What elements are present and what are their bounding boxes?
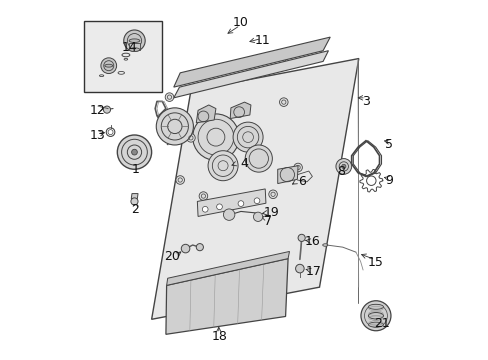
Circle shape	[123, 30, 145, 51]
Text: 3: 3	[361, 95, 369, 108]
Circle shape	[181, 244, 189, 253]
Text: 21: 21	[374, 317, 389, 330]
Polygon shape	[173, 37, 329, 87]
Circle shape	[131, 198, 138, 205]
Circle shape	[233, 122, 263, 152]
Circle shape	[233, 108, 241, 116]
Circle shape	[295, 264, 304, 273]
Circle shape	[101, 58, 116, 73]
Text: 1: 1	[131, 163, 139, 176]
Text: 6: 6	[297, 175, 305, 188]
Circle shape	[192, 114, 239, 160]
Text: 20: 20	[164, 250, 180, 263]
Circle shape	[268, 190, 277, 199]
Ellipse shape	[367, 304, 383, 309]
Text: 18: 18	[211, 330, 227, 343]
Circle shape	[254, 198, 259, 203]
Text: 15: 15	[367, 256, 383, 269]
Text: 16: 16	[304, 235, 320, 248]
Text: 17: 17	[305, 265, 321, 278]
Bar	[129, 43, 140, 50]
Circle shape	[238, 201, 244, 206]
Text: 10: 10	[232, 16, 248, 29]
Ellipse shape	[129, 48, 140, 51]
Circle shape	[279, 98, 287, 107]
Polygon shape	[131, 194, 138, 199]
Polygon shape	[277, 166, 298, 184]
Circle shape	[216, 204, 222, 210]
Ellipse shape	[367, 322, 383, 327]
Circle shape	[253, 212, 262, 221]
Circle shape	[176, 176, 184, 184]
Circle shape	[360, 301, 390, 331]
Text: 11: 11	[254, 34, 270, 47]
Circle shape	[131, 149, 137, 155]
Ellipse shape	[129, 39, 140, 42]
Text: 14: 14	[122, 41, 137, 54]
Text: 5: 5	[385, 138, 392, 151]
Circle shape	[199, 192, 207, 201]
Circle shape	[202, 206, 207, 212]
Text: 9: 9	[385, 174, 392, 187]
Text: 4: 4	[240, 157, 248, 170]
Polygon shape	[197, 189, 265, 216]
Ellipse shape	[104, 64, 112, 67]
Text: 2: 2	[131, 203, 139, 216]
Circle shape	[103, 106, 110, 113]
Polygon shape	[166, 251, 289, 285]
Circle shape	[244, 145, 272, 172]
Circle shape	[156, 108, 193, 145]
Circle shape	[293, 163, 302, 172]
Text: 12: 12	[89, 104, 105, 117]
Polygon shape	[196, 105, 216, 123]
Circle shape	[223, 209, 234, 220]
Text: 8: 8	[336, 165, 344, 177]
Circle shape	[165, 93, 173, 102]
Polygon shape	[173, 51, 328, 98]
Bar	[83, 21, 162, 93]
Circle shape	[335, 158, 351, 174]
Circle shape	[186, 134, 195, 142]
Polygon shape	[165, 258, 287, 334]
Ellipse shape	[322, 244, 327, 246]
Text: 13: 13	[89, 129, 105, 142]
Circle shape	[298, 234, 305, 242]
Text: 19: 19	[263, 206, 279, 219]
Polygon shape	[230, 102, 250, 118]
Circle shape	[117, 135, 151, 169]
Ellipse shape	[367, 312, 383, 319]
Polygon shape	[151, 59, 358, 319]
Text: 7: 7	[263, 215, 271, 228]
Circle shape	[196, 244, 203, 251]
Circle shape	[341, 164, 345, 168]
Circle shape	[207, 151, 238, 181]
